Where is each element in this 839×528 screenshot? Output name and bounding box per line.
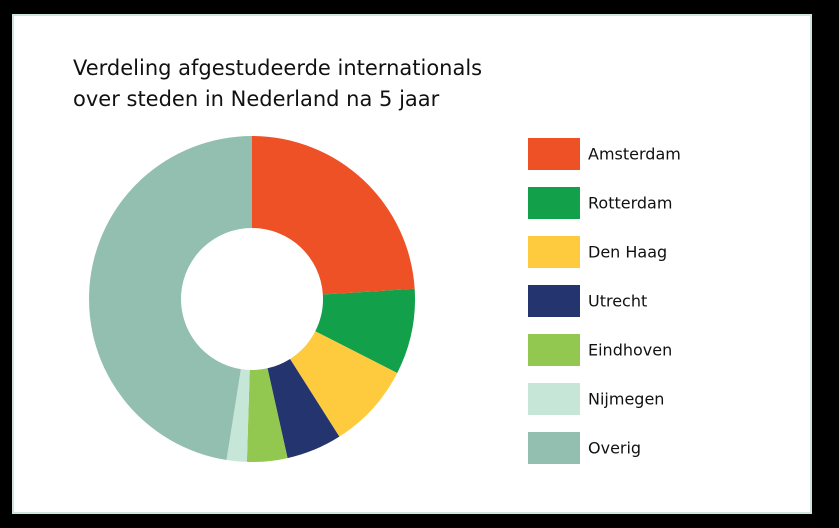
legend-label: Amsterdam: [588, 145, 681, 164]
chart-title: over steden in Nederland na 5 jaar: [73, 87, 440, 111]
donut-slice: [252, 136, 415, 295]
legend-swatch: [528, 383, 580, 415]
legend-label: Den Haag: [588, 243, 667, 262]
legend-swatch: [528, 187, 580, 219]
legend-label: Nijmegen: [588, 390, 664, 409]
legend-swatch: [528, 138, 580, 170]
donut-slice: [89, 136, 252, 460]
donut-slice: [246, 368, 288, 462]
legend-label: Eindhoven: [588, 341, 672, 360]
legend-swatch: [528, 236, 580, 268]
donut-slice: [290, 331, 398, 437]
legend-swatch: [528, 334, 580, 366]
legend-swatch: [528, 432, 580, 464]
chart-title: Verdeling afgestudeerde internationals: [73, 56, 482, 80]
donut-slice: [267, 358, 340, 459]
legend-swatch: [528, 285, 580, 317]
legend-label: Rotterdam: [588, 194, 672, 213]
donut-slice: [226, 369, 250, 462]
donut-slice: [315, 288, 415, 374]
legend-label: Overig: [588, 439, 641, 458]
legend-label: Utrecht: [588, 292, 647, 311]
